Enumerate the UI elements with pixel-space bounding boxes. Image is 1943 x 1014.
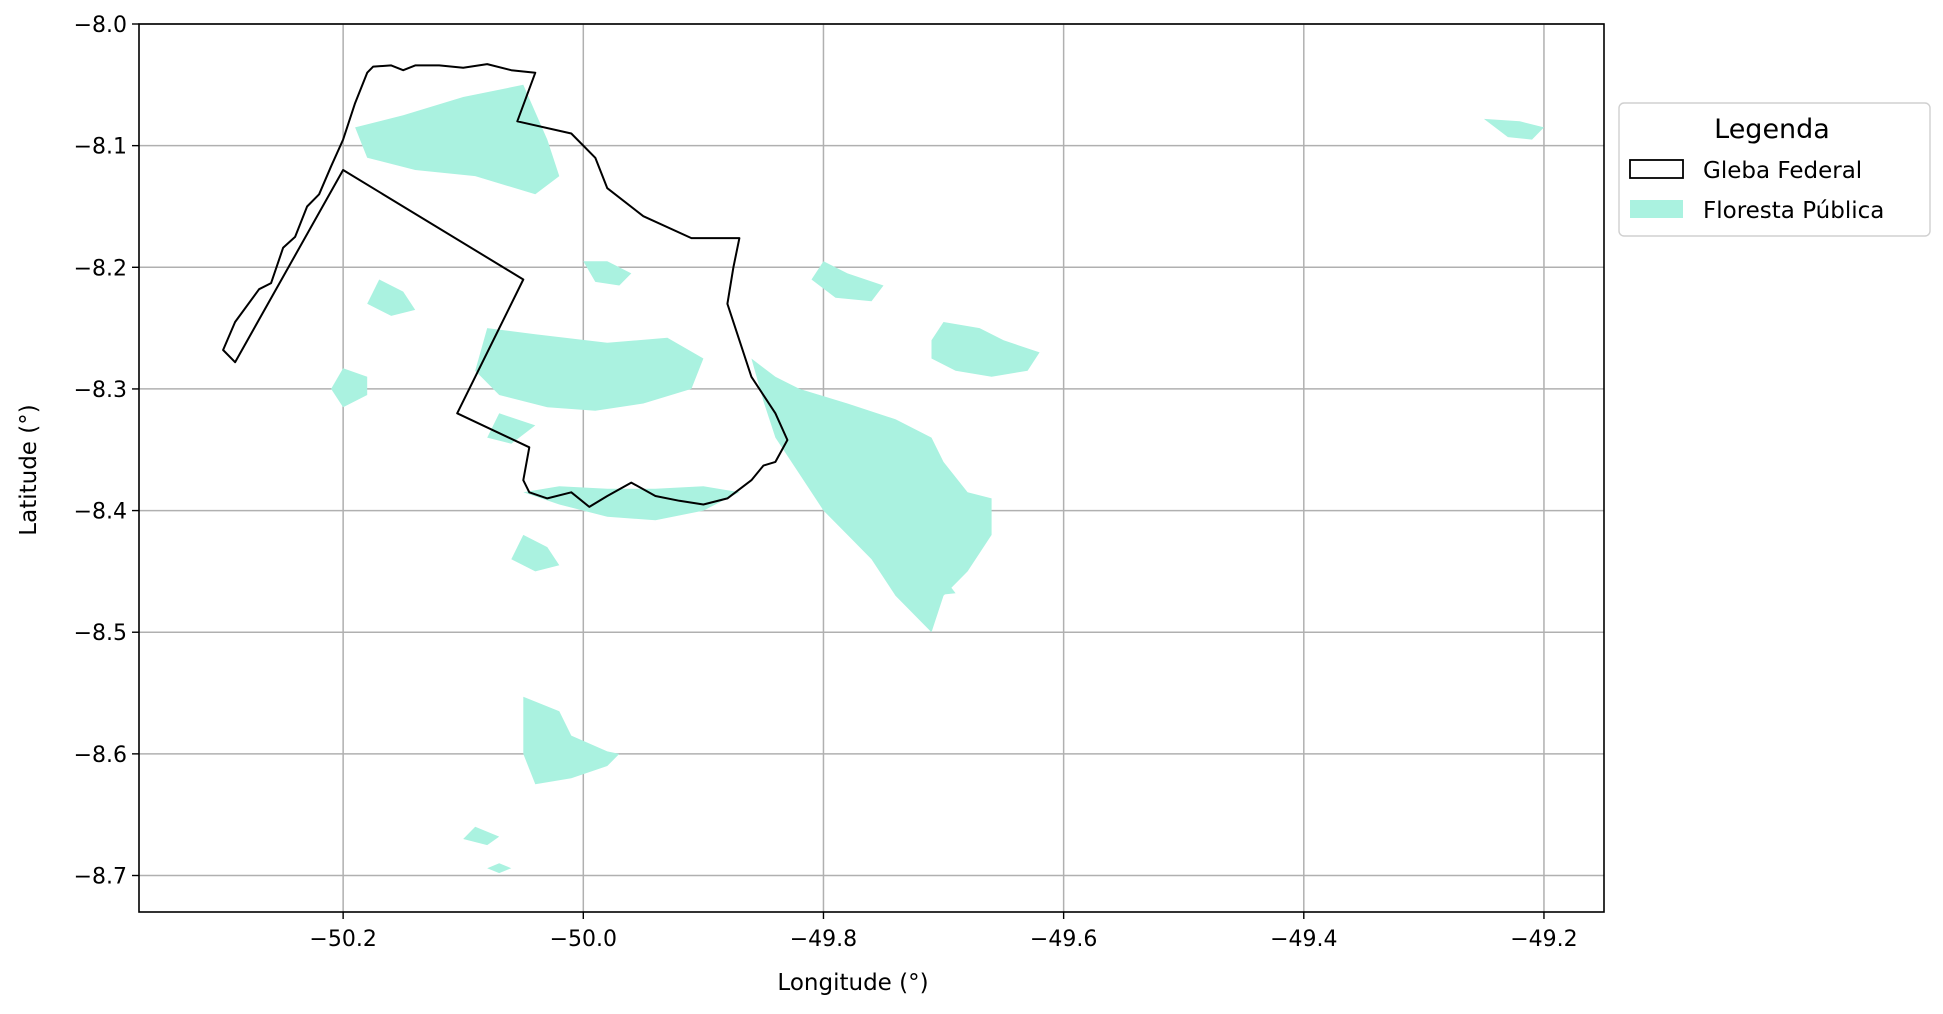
y-tick-label: −8.2 <box>74 256 127 281</box>
floresta-publica-patch-10 <box>811 261 884 302</box>
legend-label-floresta: Floresta Pública <box>1703 198 1884 224</box>
floresta-publica-patch-1 <box>931 322 1040 377</box>
x-axis-ticks: −50.2 −50.0 −49.8 −49.6 −49.4 −49.2 <box>309 912 1578 952</box>
legend-label-gleba: Gleba Federal <box>1703 158 1862 184</box>
floresta-publica-layer <box>331 84 1544 874</box>
floresta-publica-patch-13 <box>907 571 956 596</box>
legend-title: Legenda <box>1714 114 1830 145</box>
floresta-publica-patch-9 <box>367 279 416 316</box>
x-tick-label: −49.4 <box>1270 927 1337 952</box>
floresta-publica-patch-4 <box>583 261 632 286</box>
floresta-publica-patch-3 <box>475 328 704 411</box>
y-tick-label: −8.5 <box>74 621 127 646</box>
legend-swatch-gleba <box>1629 159 1684 179</box>
floresta-publica-patch-14 <box>463 826 500 846</box>
gleba-federal-boundary-0 <box>222 63 789 508</box>
floresta-publica-patch-11 <box>487 413 536 444</box>
floresta-publica-patch-12 <box>511 534 560 572</box>
x-tick-label: −49.6 <box>1030 927 1097 952</box>
floresta-publica-patch-5 <box>523 486 740 521</box>
y-tick-label: −8.1 <box>74 135 127 160</box>
floresta-publica-patch-8 <box>1483 118 1544 140</box>
floresta-publica-patch-0 <box>751 358 992 633</box>
floresta-publica-patch-15 <box>487 863 512 874</box>
y-tick-label: −8.3 <box>74 378 127 403</box>
x-tick-label: −49.8 <box>790 927 857 952</box>
x-axis-label: Longitude (°) <box>777 970 928 996</box>
floresta-publica-patch-2 <box>355 84 560 195</box>
y-tick-label: −8.7 <box>74 865 127 890</box>
y-tick-label: −8.6 <box>74 743 127 768</box>
legend: Legenda Gleba Federal Floresta Pública <box>1618 102 1931 237</box>
legend-box <box>1618 102 1931 237</box>
legend-swatch-floresta <box>1630 200 1683 218</box>
x-tick-label: −49.2 <box>1510 927 1577 952</box>
plot-frame <box>138 23 1605 913</box>
x-tick-label: −50.2 <box>309 927 376 952</box>
y-axis-ticks: −8.0 −8.1 −8.2 −8.3 −8.4 −8.5 −8.6 −8.7 <box>74 13 139 890</box>
y-tick-label: −8.4 <box>74 500 127 525</box>
y-tick-label: −8.0 <box>74 13 127 38</box>
floresta-publica-patch-6 <box>523 696 620 785</box>
x-tick-label: −50.0 <box>550 927 617 952</box>
gleba-federal-layer <box>222 63 789 508</box>
y-axis-label: Latitude (°) <box>16 404 42 535</box>
floresta-publica-patch-7 <box>331 368 368 408</box>
